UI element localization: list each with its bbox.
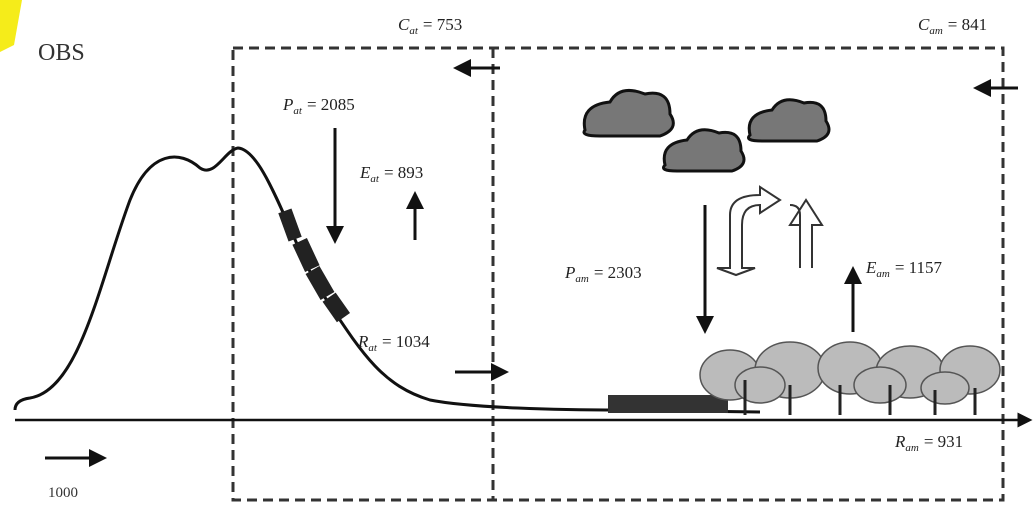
label-sub: am — [929, 25, 943, 37]
label-symbol: C — [918, 15, 930, 34]
label-symbol: P — [282, 95, 293, 114]
flux-label: Cat = 753 — [398, 15, 462, 37]
label-sub: at — [368, 342, 378, 354]
label-value: = 893 — [384, 163, 423, 182]
inflow-label: 1000 — [48, 485, 78, 501]
label-value: = 841 — [948, 15, 987, 34]
flux-label: Cam = 841 — [918, 15, 987, 37]
recycling-arrows — [717, 187, 822, 275]
label-symbol: C — [398, 15, 410, 34]
label-value: = 2085 — [307, 95, 355, 114]
flux-label: Ram = 931 — [894, 432, 963, 454]
mountain-forest — [278, 209, 350, 323]
label-value: = 753 — [423, 15, 462, 34]
mountain-profile — [15, 148, 760, 412]
label-value: = 2303 — [594, 263, 642, 282]
label-value: = 1034 — [382, 332, 430, 351]
label-symbol: P — [564, 263, 575, 282]
label-sub: at — [409, 25, 419, 37]
label-symbol: E — [359, 163, 371, 182]
clouds — [584, 90, 829, 171]
corner-mark — [0, 0, 22, 52]
obs-label: OBS — [38, 40, 85, 66]
label-value: = 931 — [924, 432, 963, 451]
label-sub: at — [370, 173, 380, 185]
lowland-forest — [608, 342, 1000, 415]
label-symbol: R — [894, 432, 906, 451]
label-symbol: E — [865, 258, 877, 277]
label-sub: am — [876, 268, 890, 280]
flux-label: Rat = 1034 — [357, 332, 430, 354]
label-sub: am — [575, 273, 589, 285]
flux-label: Pat = 2085 — [282, 95, 355, 117]
label-value: = 1157 — [895, 258, 943, 277]
label-sub: at — [293, 105, 303, 117]
flux-label: Eat = 893 — [359, 163, 423, 185]
flux-label: Eam = 1157 — [865, 258, 943, 280]
label-symbol: R — [357, 332, 369, 351]
diagram: OBS — [0, 0, 1034, 509]
label-sub: am — [905, 442, 919, 454]
flux-label: Pam = 2303 — [564, 263, 642, 285]
